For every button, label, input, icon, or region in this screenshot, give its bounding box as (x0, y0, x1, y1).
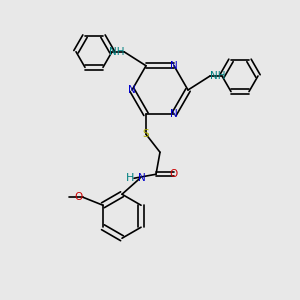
Text: N: N (128, 85, 136, 95)
Text: N: N (170, 61, 178, 71)
Text: NH: NH (210, 71, 226, 81)
Text: S: S (143, 129, 149, 139)
Text: O: O (170, 169, 178, 179)
Text: O: O (75, 192, 83, 202)
Text: NH: NH (109, 47, 124, 57)
Text: H: H (126, 173, 134, 183)
Text: N: N (138, 173, 146, 183)
Text: N: N (170, 109, 178, 119)
